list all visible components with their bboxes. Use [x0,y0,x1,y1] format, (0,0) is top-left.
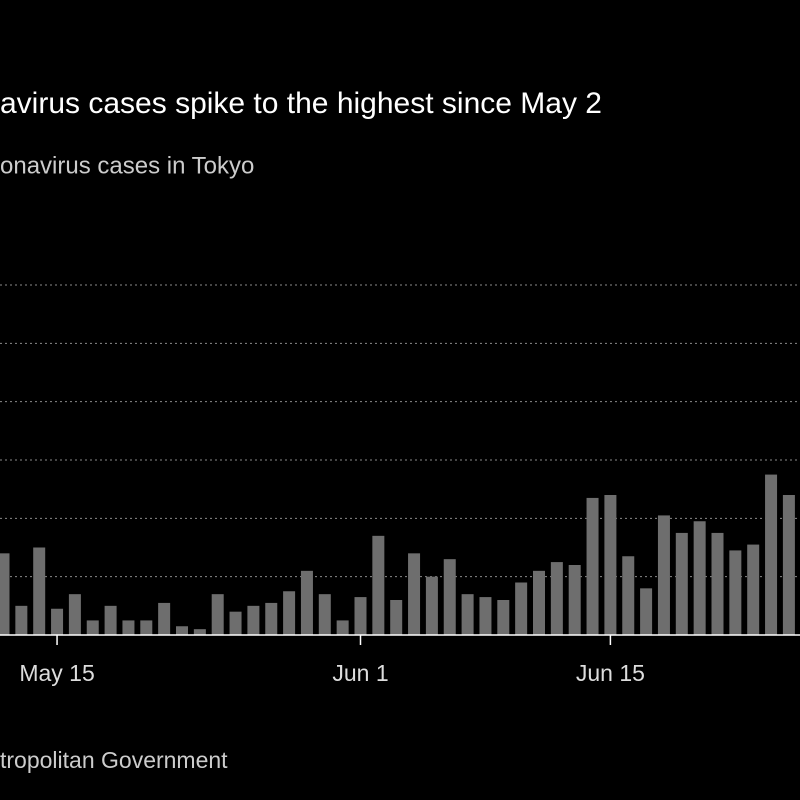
bar [729,550,742,635]
x-tick-label: Jun 15 [576,660,645,686]
bar [158,602,171,635]
bar [265,602,278,635]
bar [211,594,224,635]
x-tick-label: May 15 [19,660,94,686]
bar [568,565,581,635]
chart-title: avirus cases spike to the highest since … [0,87,602,120]
x-tick-label: Jun 1 [332,660,388,686]
bar [711,532,724,635]
bar [0,553,10,635]
bar [443,559,456,635]
bar [86,620,99,635]
bar [765,474,778,635]
bar [140,620,153,635]
bar [479,597,492,635]
bar [693,521,706,635]
bar [461,594,474,635]
bar [15,605,28,635]
bar [640,588,653,635]
bar [782,495,795,635]
bar [622,556,635,635]
bar [68,594,81,635]
bar [747,544,760,635]
bar [425,576,438,635]
bar [318,594,331,635]
bar [336,620,349,635]
bar [229,611,242,635]
bar [354,597,367,635]
bar [675,532,688,635]
bar [283,591,296,635]
bar [604,495,617,635]
bar [193,629,206,635]
bar [122,620,135,635]
bar [515,582,528,635]
bar [33,547,46,635]
bar [533,570,545,635]
bar [657,515,670,635]
source-note: tropolitan Government [0,747,228,773]
bar [247,605,260,635]
bar [550,562,563,635]
bar [300,570,313,635]
bar [390,600,403,635]
bar [51,608,64,635]
bar [176,626,188,635]
bar [408,553,421,635]
bar [497,600,510,635]
bar [372,535,385,635]
bar [586,497,599,635]
chart-subtitle: onavirus cases in Tokyo [0,152,254,179]
bar [104,605,117,635]
